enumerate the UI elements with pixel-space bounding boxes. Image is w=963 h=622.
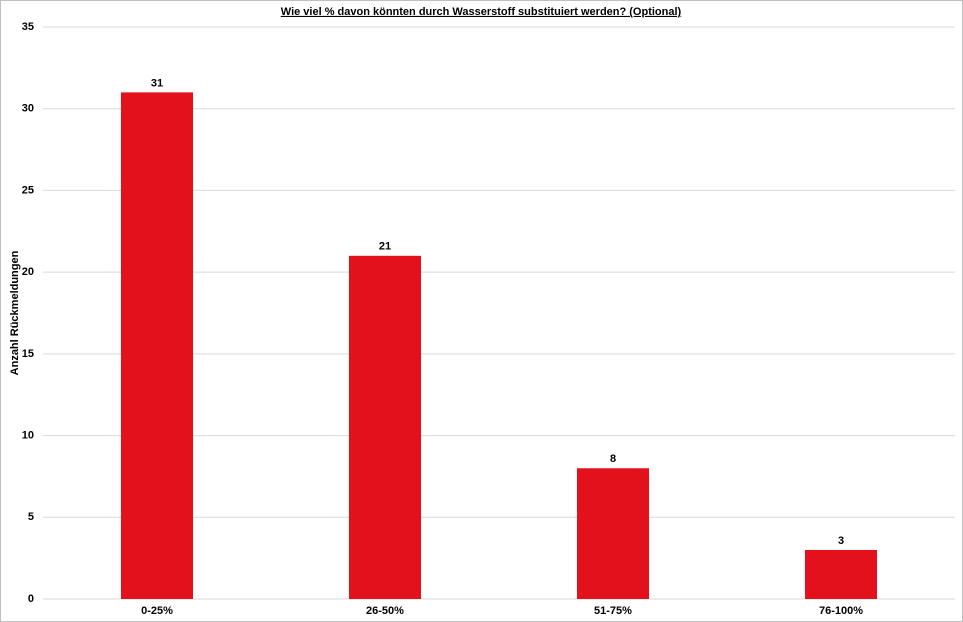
chart-title: Wie viel % davon könnten durch Wassersto… bbox=[281, 6, 682, 18]
bar bbox=[804, 549, 878, 599]
bar bbox=[120, 92, 194, 599]
x-tick-label: 76-100% bbox=[819, 605, 863, 617]
data-label: 21 bbox=[379, 241, 391, 253]
y-tick-label: 5 bbox=[28, 511, 34, 523]
data-label: 31 bbox=[151, 77, 163, 89]
y-tick-label: 15 bbox=[22, 348, 34, 360]
bar bbox=[348, 255, 422, 600]
x-tick-label: 51-75% bbox=[594, 605, 632, 617]
bar bbox=[576, 468, 650, 599]
y-tick-label: 25 bbox=[22, 184, 34, 196]
y-tick-label: 35 bbox=[22, 21, 34, 33]
data-label: 3 bbox=[838, 535, 844, 547]
data-label: 8 bbox=[610, 453, 616, 465]
y-tick-label: 0 bbox=[28, 593, 34, 605]
y-tick-label: 20 bbox=[22, 266, 34, 278]
x-tick-label: 26-50% bbox=[366, 605, 404, 617]
y-tick-label: 10 bbox=[22, 429, 34, 441]
y-axis-label: Anzahl Rückmeldungen bbox=[9, 250, 21, 375]
y-tick-label: 30 bbox=[22, 103, 34, 115]
x-tick-label: 0-25% bbox=[141, 605, 173, 617]
